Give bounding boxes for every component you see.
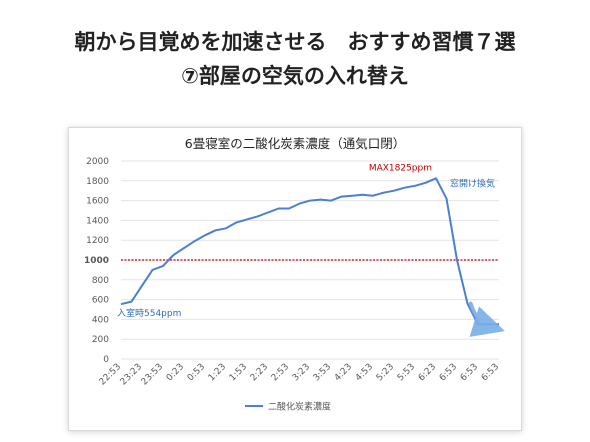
x-tick-label: 0:53	[186, 362, 207, 383]
x-tick-label: 6:23	[417, 362, 438, 383]
y-tick-label: 1800	[86, 177, 109, 187]
x-tick-label: 23:53	[140, 362, 165, 387]
y-tick-label: 2000	[86, 157, 109, 167]
y-tick-label: 200	[92, 335, 109, 345]
x-tick-label: 6:53	[480, 362, 501, 383]
x-tick-label: 3:23	[291, 362, 312, 383]
legend-label: 二酸化炭素濃度	[268, 401, 331, 413]
x-tick-label: 2:23	[249, 362, 270, 383]
x-tick-label: 22:53	[98, 362, 123, 387]
x-tick-label: 2:53	[270, 362, 291, 383]
annotation-entry: 入室時554ppm	[117, 307, 181, 319]
series-line	[120, 177, 499, 326]
x-tick-label: 4:53	[354, 362, 375, 383]
x-tick-label: 4:23	[333, 362, 354, 383]
x-tick-label: 1:23	[207, 362, 228, 383]
chart-title: 6畳寝室の二酸化炭素濃度（通気口閉）	[185, 136, 405, 151]
y-tick-label: 600	[92, 296, 109, 306]
y-tick-label: 1000	[84, 256, 109, 266]
y-tick-label: 1200	[86, 236, 109, 246]
x-tick-label: 3:53	[312, 362, 333, 383]
y-tick-label: 800	[92, 276, 109, 286]
y-tick-label: 1400	[86, 216, 109, 226]
x-tick-label: 23:23	[119, 362, 144, 387]
y-tick-label: 400	[92, 315, 109, 325]
ventilation-arrow	[468, 301, 505, 337]
annotation-window-open: 窓開け換気	[450, 177, 495, 189]
x-tick-label: 0:23	[165, 362, 186, 383]
annotation-max: MAX1825ppm	[369, 163, 432, 173]
x-tick-label: 5:53	[396, 362, 417, 383]
x-tick-label: 5:23	[375, 362, 396, 383]
chart-card: 6畳寝室の二酸化炭素濃度（通気口閉） 0 200 400 600 800 1000 1200…	[68, 127, 522, 431]
x-tick-label: 6:53	[438, 362, 459, 383]
y-axis-ticks: 0 200 400 600 800 1000 1200 1400 1600 1800 2000	[84, 157, 109, 365]
legend: 二酸化炭素濃度	[245, 401, 331, 413]
y-tick-label: 0	[103, 355, 109, 365]
co2-line-chart: 6畳寝室の二酸化炭素濃度（通気口閉） 0 200 400 600 800 1000 1200…	[84, 136, 505, 413]
headline-line-1: 朝から目覚めを加速させる おすすめ習慣７選	[74, 30, 516, 54]
headline-line-2: ⑦部屋の空気の入れ替え	[181, 64, 409, 88]
x-tick-label: 1:53	[228, 362, 249, 383]
y-tick-label: 1600	[86, 197, 109, 207]
x-tick-label: 6:53	[459, 362, 480, 383]
